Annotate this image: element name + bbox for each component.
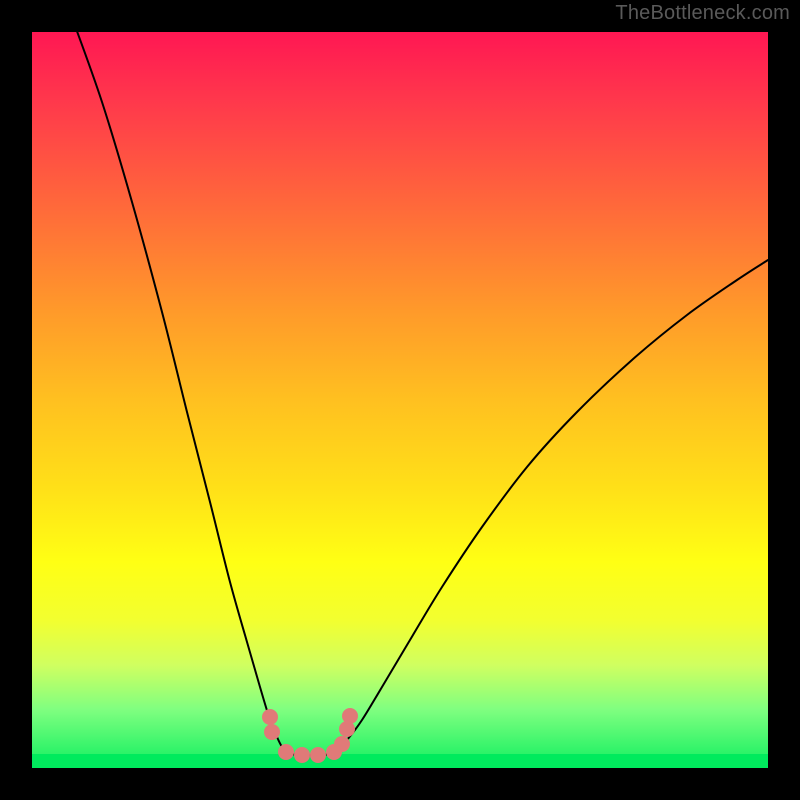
curve-marker	[262, 709, 278, 725]
curve-svg	[32, 32, 768, 768]
curve-marker	[310, 747, 326, 763]
curve-marker	[294, 747, 310, 763]
bottleneck-curve	[70, 12, 768, 755]
curve-marker	[278, 744, 294, 760]
plot-area	[32, 32, 768, 768]
curve-marker	[342, 708, 358, 724]
watermark-text: TheBottleneck.com	[615, 2, 790, 25]
curve-marker	[334, 736, 350, 752]
curve-marker	[264, 724, 280, 740]
